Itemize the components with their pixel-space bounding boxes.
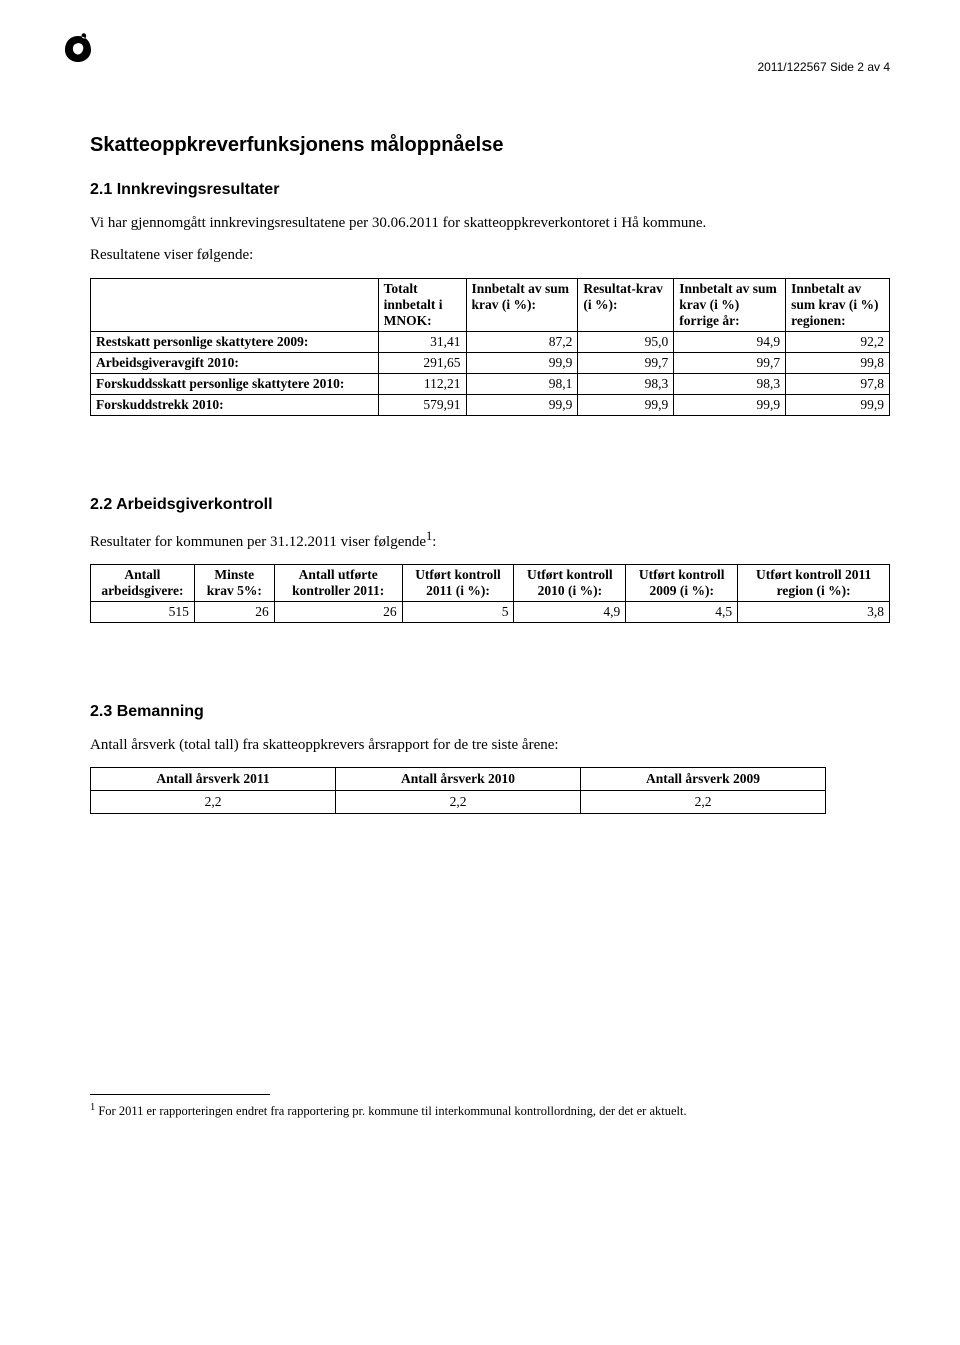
table-row: 515 26 26 5 4,9 4,5 3,8 [91,601,890,622]
th-resultatkrav: Resultat-krav (i %): [578,278,674,331]
row-label: Arbeidsgiveravgift 2010: [91,352,379,373]
table-header-row: Totalt innbetalt i MNOK: Innbetalt av su… [91,278,890,331]
th-innbetalt-sum: Innbetalt av sum krav (i %): [466,278,578,331]
table-header-row: Antall arbeidsgivere: Minste krav 5%: An… [91,564,890,601]
cell: 112,21 [378,373,466,394]
th-2010: Antall årsverk 2010 [336,768,581,791]
cell: 26 [194,601,274,622]
table-row: 2,2 2,2 2,2 [91,791,826,814]
bemanning-table: Antall årsverk 2011 Antall årsverk 2010 … [90,767,826,814]
th-2011: Antall årsverk 2011 [91,768,336,791]
cell: 579,91 [378,394,466,415]
footnote-text: For 2011 er rapporteringen endret fra ra… [95,1104,686,1118]
th-totalt: Totalt innbetalt i MNOK: [378,278,466,331]
th-2009: Antall årsverk 2009 [581,768,826,791]
cell: 98,3 [578,373,674,394]
cell: 5 [402,601,514,622]
cell: 92,2 [786,331,890,352]
cell: 2,2 [336,791,581,814]
table-row: Forskuddstrekk 2010: 579,91 99,9 99,9 99… [91,394,890,415]
page: 2011/122567 Side 2 av 4 Skatteoppkreverf… [0,0,960,1345]
th-2010: Utført kontroll 2010 (i %): [514,564,626,601]
section-2-1-p1: Vi har gjennomgått innkrevingsresultaten… [90,213,890,233]
cell: 87,2 [466,331,578,352]
main-title: Skatteoppkreverfunksjonens måloppnåelse [90,134,890,157]
section-2-2-p1: Resultater for kommunen per 31.12.2011 v… [90,528,890,552]
section-2-1-p2: Resultatene viser følgende: [90,245,890,265]
th-regionen: Innbetalt av sum krav (i %) regionen: [786,278,890,331]
section-2-3-p1: Antall årsverk (total tall) fra skatteop… [90,735,890,755]
page-reference: 2011/122567 Side 2 av 4 [90,30,890,74]
cell: 291,65 [378,352,466,373]
cell: 94,9 [674,331,786,352]
footnote: 1 For 2011 er rapporteringen endret fra … [90,1101,890,1120]
cell: 31,41 [378,331,466,352]
th-blank [91,278,379,331]
cell: 98,1 [466,373,578,394]
th-2009: Utført kontroll 2009 (i %): [626,564,738,601]
cell: 99,8 [786,352,890,373]
th-antall: Antall arbeidsgivere: [91,564,195,601]
cell: 95,0 [578,331,674,352]
section-2-1-title: 2.1 Innkrevingsresultater [90,181,890,199]
row-label: Restskatt personlige skattytere 2009: [91,331,379,352]
section-2-3-title: 2.3 Bemanning [90,703,890,721]
cell: 99,9 [578,394,674,415]
cell: 99,9 [466,352,578,373]
table-row: Forskuddsskatt personlige skattytere 201… [91,373,890,394]
cell: 26 [274,601,402,622]
cell: 99,7 [578,352,674,373]
logo-icon [60,30,96,66]
th-minste: Minste krav 5%: [194,564,274,601]
cell: 99,7 [674,352,786,373]
cell: 4,5 [626,601,738,622]
table-header-row: Antall årsverk 2011 Antall årsverk 2010 … [91,768,826,791]
innkreving-table: Totalt innbetalt i MNOK: Innbetalt av su… [90,278,890,416]
row-label: Forskuddstrekk 2010: [91,394,379,415]
text-fragment: Resultater for kommunen per 31.12.2011 v… [90,534,426,550]
section-2-2-title: 2.2 Arbeidsgiverkontroll [90,496,890,514]
cell: 99,9 [674,394,786,415]
cell: 99,9 [786,394,890,415]
table-row: Restskatt personlige skattytere 2009: 31… [91,331,890,352]
cell: 4,9 [514,601,626,622]
text-fragment: : [432,534,436,550]
cell: 2,2 [91,791,336,814]
cell: 3,8 [738,601,890,622]
kontroll-table: Antall arbeidsgivere: Minste krav 5%: An… [90,564,890,623]
cell: 2,2 [581,791,826,814]
th-utforte: Antall utførte kontroller 2011: [274,564,402,601]
footnote-rule [90,1094,270,1095]
th-forrige: Innbetalt av sum krav (i %) forrige år: [674,278,786,331]
th-2011: Utført kontroll 2011 (i %): [402,564,514,601]
table-row: Arbeidsgiveravgift 2010: 291,65 99,9 99,… [91,352,890,373]
cell: 515 [91,601,195,622]
cell: 99,9 [466,394,578,415]
row-label: Forskuddsskatt personlige skattytere 201… [91,373,379,394]
th-region: Utført kontroll 2011 region (i %): [738,564,890,601]
cell: 97,8 [786,373,890,394]
cell: 98,3 [674,373,786,394]
